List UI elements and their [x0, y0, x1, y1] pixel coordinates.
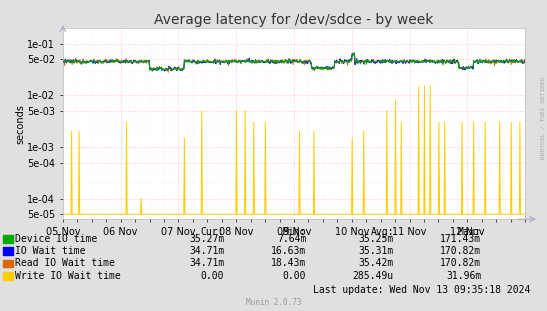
Text: Max:: Max:	[458, 227, 481, 237]
Text: Device IO time: Device IO time	[15, 234, 97, 244]
Text: IO Wait time: IO Wait time	[15, 246, 85, 256]
Text: 0.00: 0.00	[283, 271, 306, 281]
Text: 34.71m: 34.71m	[189, 258, 224, 268]
Text: Min:: Min:	[283, 227, 306, 237]
Text: Last update: Wed Nov 13 09:35:18 2024: Last update: Wed Nov 13 09:35:18 2024	[313, 285, 531, 295]
Text: 170.82m: 170.82m	[440, 246, 481, 256]
Text: 16.63m: 16.63m	[271, 246, 306, 256]
Text: 18.43m: 18.43m	[271, 258, 306, 268]
Text: Munin 2.0.73: Munin 2.0.73	[246, 298, 301, 307]
Text: 35.25m: 35.25m	[359, 234, 394, 244]
Text: 35.42m: 35.42m	[359, 258, 394, 268]
Title: Average latency for /dev/sdce - by week: Average latency for /dev/sdce - by week	[154, 13, 434, 27]
Text: Read IO Wait time: Read IO Wait time	[15, 258, 115, 268]
Y-axis label: seconds: seconds	[16, 104, 26, 144]
Text: Write IO Wait time: Write IO Wait time	[15, 271, 120, 281]
Text: Avg:: Avg:	[370, 227, 394, 237]
Text: 34.71m: 34.71m	[189, 246, 224, 256]
Text: RRDTOOL / TOBI OETIKER: RRDTOOL / TOBI OETIKER	[541, 77, 546, 160]
Text: 0.00: 0.00	[201, 271, 224, 281]
Text: 35.31m: 35.31m	[359, 246, 394, 256]
Text: 171.43m: 171.43m	[440, 234, 481, 244]
Text: 170.82m: 170.82m	[440, 258, 481, 268]
Text: 7.64m: 7.64m	[277, 234, 306, 244]
Text: Cur:: Cur:	[201, 227, 224, 237]
Text: 285.49u: 285.49u	[353, 271, 394, 281]
Text: 35.27m: 35.27m	[189, 234, 224, 244]
Text: 31.96m: 31.96m	[446, 271, 481, 281]
